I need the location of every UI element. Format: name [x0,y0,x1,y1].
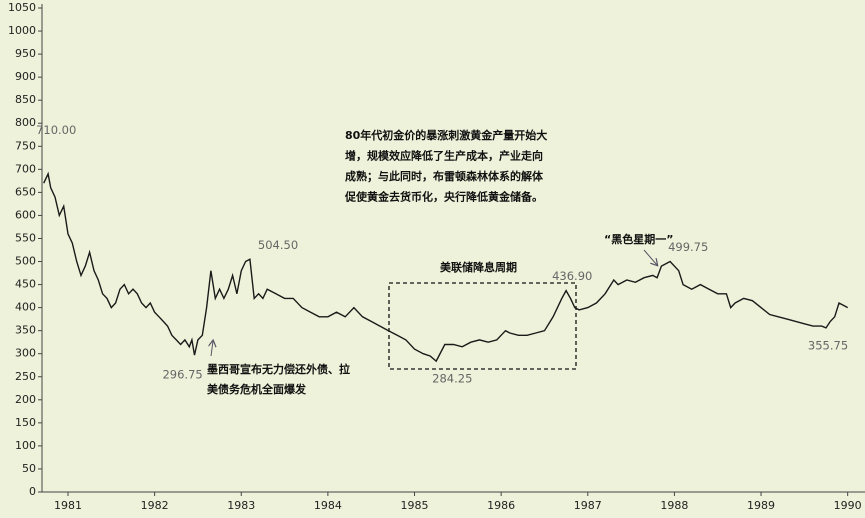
y-tick-label: 1050 [8,1,36,14]
price-line [43,171,849,363]
y-tick-label: 550 [15,231,36,244]
value-label: 436.90 [552,269,592,283]
y-tick-label: 150 [15,416,36,429]
arrow [211,341,213,357]
value-label: 710.00 [36,123,76,137]
fed-label: 美联储降息周期 [440,260,517,274]
y-tick-label: 100 [15,439,36,452]
y-tick-label: 400 [15,301,36,314]
x-tick-label: 1985 [401,499,429,512]
y-tick-label: 850 [15,93,36,106]
note-line: 促使黄金去货币化，央行降低黄金储备。 [344,190,543,204]
x-tick-label: 1986 [487,499,515,512]
y-tick-label: 200 [15,393,36,406]
y-tick-label: 0 [29,485,36,498]
y-tick-label: 750 [15,139,36,152]
y-tick-label: 50 [22,462,36,475]
value-label: 504.50 [258,238,298,252]
value-label: 284.25 [432,371,472,385]
black-monday: “黑色星期一” [604,232,673,246]
x-tick-label: 1982 [141,499,169,512]
x-tick-label: 1989 [747,499,775,512]
value-label: 499.75 [668,240,708,254]
note-line: 80年代初金价的暴涨刺激黄金产量开始大 [345,128,547,142]
x-tick-label: 1983 [227,499,255,512]
x-tick-label: 1981 [54,499,82,512]
y-tick-label: 350 [15,324,36,337]
fed-box [388,282,577,370]
arrow [643,249,657,265]
mexico-note: 美债务危机全面爆发 [207,382,307,396]
y-tick-label: 950 [15,47,36,60]
y-tick-label: 450 [15,278,36,291]
value-label: 355.75 [808,339,848,353]
y-tick-label: 500 [15,255,36,268]
y-tick-label: 250 [15,370,36,383]
y-tick-label: 300 [15,347,36,360]
y-tick-label: 900 [15,70,36,83]
x-tick-label: 1987 [574,499,602,512]
x-tick-label: 1988 [660,499,688,512]
y-tick-label: 800 [15,116,36,129]
y-tick-label: 650 [15,185,36,198]
y-tick-label: 700 [15,162,36,175]
mexico-note: 墨西哥宣布无力偿还外债、拉 [207,362,350,376]
note-line: 增，规模效应降低了生产成本，产业走向 [345,149,543,163]
value-label: 296.75 [162,368,202,382]
note-line: 成熟；与此同时，布雷顿森林体系的解体 [345,169,544,183]
x-tick-label: 1990 [834,499,862,512]
y-tick-label: 1000 [8,24,36,37]
y-tick-label: 600 [15,208,36,221]
x-tick-label: 1984 [314,499,342,512]
